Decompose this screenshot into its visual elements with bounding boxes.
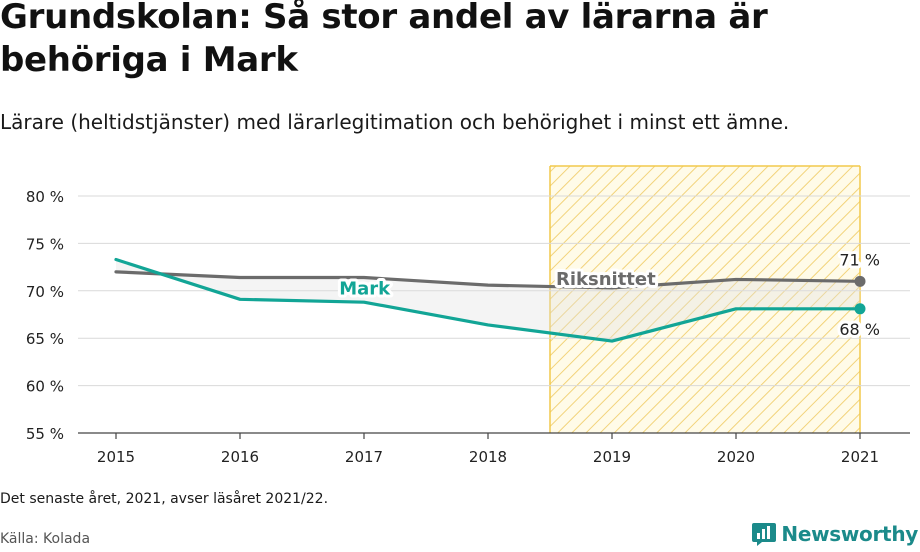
series-label-riksnittet: Riksnittet — [556, 269, 656, 290]
end-point-mark — [854, 303, 866, 315]
brand-name: Newsworthy — [781, 522, 918, 546]
x-tick-label: 2021 — [841, 448, 879, 466]
x-tick-label: 2019 — [593, 448, 631, 466]
x-tick-label: 2020 — [717, 448, 755, 466]
end-point-riksnittet — [854, 275, 866, 287]
y-tick-label: 55 % — [26, 425, 64, 443]
chart-subtitle: Lärare (heltidstjänster) med lärarlegiti… — [0, 110, 790, 134]
x-tick-label: 2018 — [469, 448, 507, 466]
footnote: Det senaste året, 2021, avser läsåret 20… — [0, 491, 329, 507]
brand-logo: Newsworthy — [751, 518, 918, 550]
y-tick-label: 75 % — [26, 235, 64, 253]
y-tick-label: 80 % — [26, 188, 64, 206]
chart-title: Grundskolan: Så stor andel av lärarna är… — [0, 0, 768, 80]
x-tick-label: 2016 — [221, 448, 259, 466]
y-tick-label: 70 % — [26, 283, 64, 301]
x-tick-label: 2015 — [97, 448, 135, 466]
newsworthy-logo-icon — [752, 523, 777, 546]
x-tick-label: 2017 — [345, 448, 383, 466]
y-tick-label: 60 % — [26, 378, 64, 396]
y-tick-label: 65 % — [26, 330, 64, 348]
line-chart: 55 % 60 % 65 % 70 % 75 % 80 % 2015 2016 2017 2018… — [26, 165, 910, 466]
end-label-mark: 68 % — [839, 320, 880, 339]
end-label-riksnittet: 71 % — [839, 250, 880, 269]
series-line-mark — [114, 257, 862, 343]
series-label-mark: Mark — [339, 279, 391, 300]
series-line-riksnittet — [114, 270, 862, 290]
source-note: Källa: Kolada — [0, 531, 91, 547]
highlight-period — [550, 166, 860, 433]
gap-area — [116, 259, 860, 342]
